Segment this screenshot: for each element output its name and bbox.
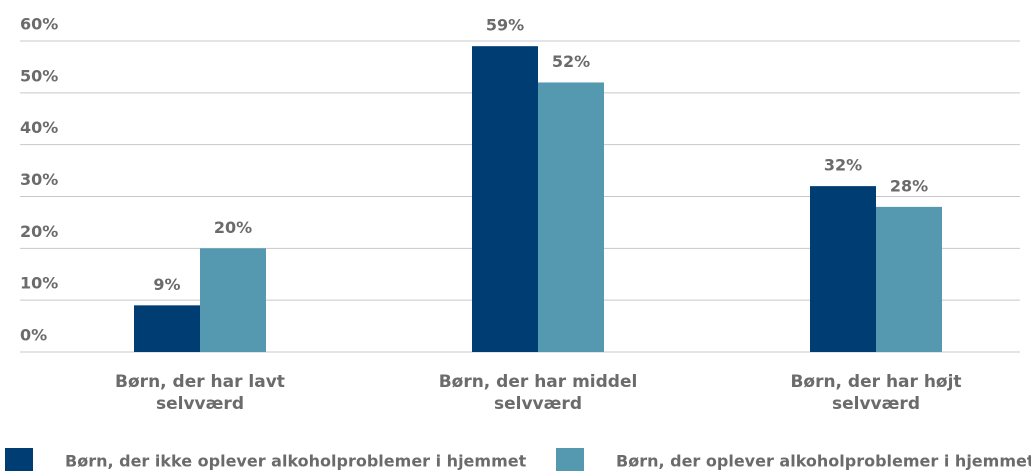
- legend-swatch: [5, 448, 33, 471]
- y-tick-label: 10%: [20, 274, 58, 293]
- bar: [810, 186, 876, 352]
- y-tick-label: 60%: [20, 15, 58, 34]
- legend-swatch: [556, 448, 584, 471]
- bar: [472, 46, 538, 352]
- bar: [200, 248, 266, 352]
- y-tick-label: 20%: [20, 222, 58, 241]
- bar: [876, 206, 942, 352]
- data-label: 32%: [824, 156, 862, 175]
- data-label: 28%: [890, 176, 928, 195]
- bar: [134, 305, 200, 352]
- legend-label: Børn, der ikke oplever alkoholproblemer …: [65, 452, 527, 471]
- bar: [538, 82, 604, 352]
- y-tick-label: 0%: [20, 326, 47, 345]
- y-tick-label: 50%: [20, 66, 58, 85]
- legend-label: Børn, der oplever alkoholproblemer i hje…: [616, 452, 1031, 471]
- data-label: 52%: [552, 52, 590, 71]
- data-label: 9%: [153, 275, 180, 294]
- y-tick-label: 30%: [20, 170, 58, 189]
- x-tick-label: Børn, der har middel selvværd: [438, 372, 638, 414]
- y-tick-label: 40%: [20, 118, 58, 137]
- data-label: 59%: [486, 16, 524, 35]
- x-tick-label: Børn, der har højt selvværd: [790, 372, 962, 414]
- x-tick-label: Børn, der har lavt selvværd: [115, 372, 285, 414]
- data-label: 20%: [214, 218, 252, 237]
